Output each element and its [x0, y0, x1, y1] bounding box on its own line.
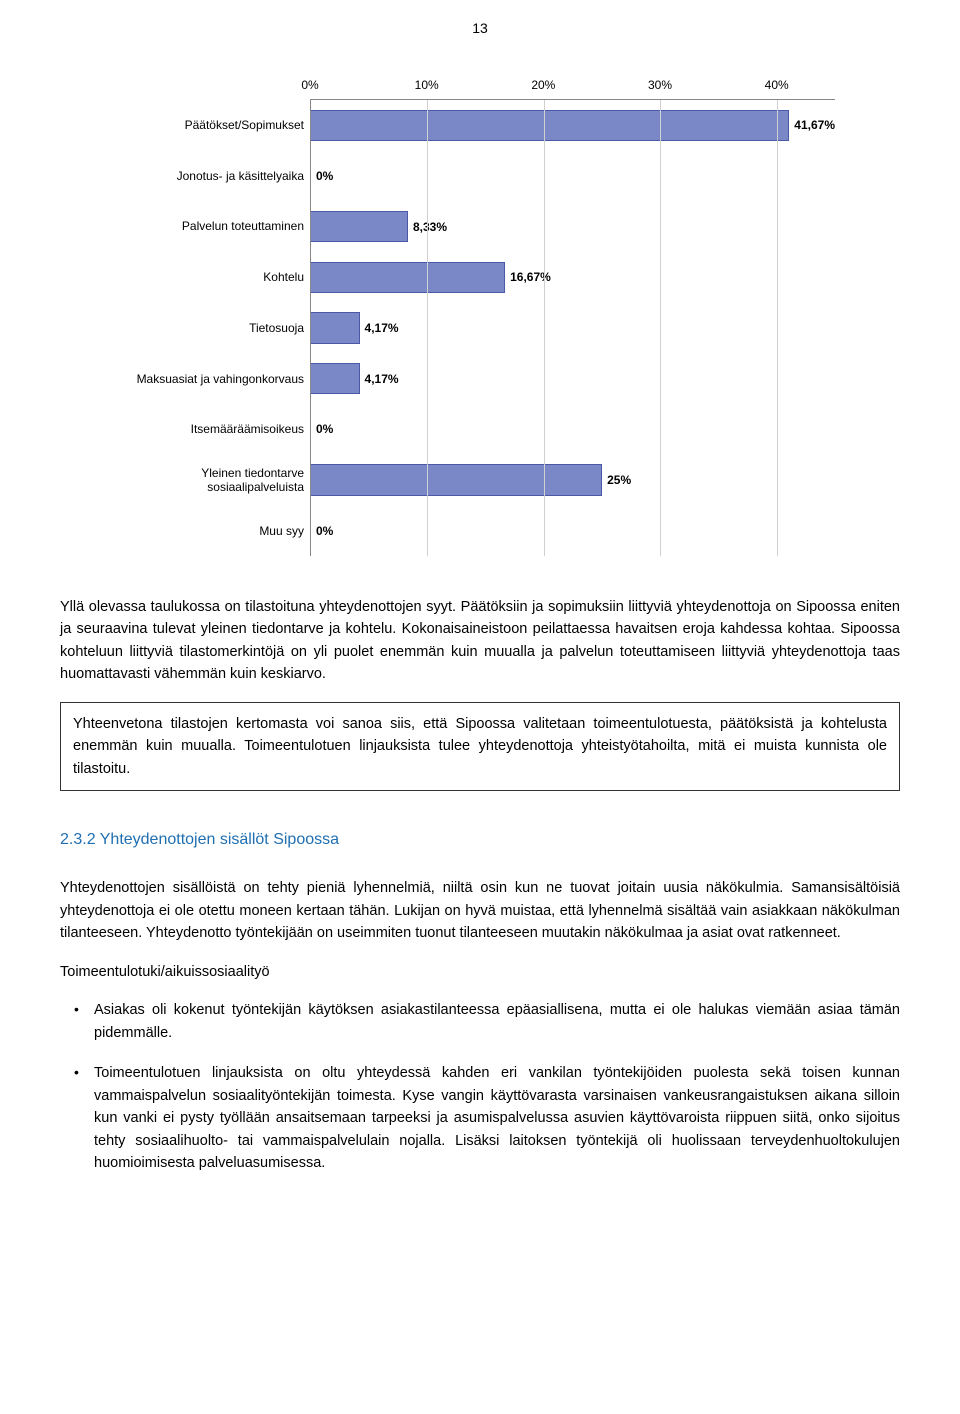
paragraph-section: Yhteydenottojen sisällöistä on tehty pie…	[60, 877, 900, 944]
page-number: 13	[60, 20, 900, 36]
summary-text: Yhteenvetona tilastojen kertomasta voi s…	[73, 713, 887, 780]
bar	[311, 110, 789, 141]
bar-value-label: 4,17%	[365, 321, 399, 335]
bar-row: 8,33%	[311, 201, 835, 252]
bar	[311, 363, 360, 394]
y-category-label: Kohtelu	[135, 252, 310, 303]
y-category-label: Palvelun toteuttaminen	[135, 201, 310, 252]
x-tick-label: 10%	[415, 78, 439, 92]
x-tick-label: 20%	[531, 78, 555, 92]
y-category-label: Muu syy	[135, 505, 310, 556]
y-category-label: Päätökset/Sopimukset	[135, 100, 310, 151]
bar-value-label: 0%	[316, 422, 333, 436]
bar-row: 4,17%	[311, 353, 835, 404]
x-axis: 0%10%20%30%40%	[310, 76, 835, 100]
summary-box: Yhteenvetona tilastojen kertomasta voi s…	[60, 702, 900, 791]
y-category-label: Maksuasiat ja vahingonkorvaus	[135, 353, 310, 404]
bar-row: 25%	[311, 455, 835, 506]
paragraph-intro: Yllä olevassa taulukossa on tilastoituna…	[60, 596, 900, 686]
bar-value-label: 41,67%	[794, 118, 835, 132]
bar	[311, 211, 408, 242]
x-tick-label: 40%	[765, 78, 789, 92]
y-category-label: Itsemääräämisoikeus	[135, 404, 310, 455]
bar-row: 41,67%	[311, 100, 835, 151]
bullet-list: Asiakas oli kokenut työntekijän käytökse…	[60, 999, 900, 1174]
bar-value-label: 0%	[316, 524, 333, 538]
list-item: Asiakas oli kokenut työntekijän käytökse…	[94, 999, 900, 1044]
y-category-label: Tietosuoja	[135, 303, 310, 354]
y-category-label: Yleinen tiedontarve sosiaalipalveluista	[135, 455, 310, 506]
bar	[311, 312, 360, 343]
x-tick-label: 0%	[301, 78, 318, 92]
bar-value-label: 25%	[607, 473, 631, 487]
y-category-label: Jonotus- ja käsittelyaika	[135, 151, 310, 202]
bar	[311, 464, 602, 495]
bar-value-label: 0%	[316, 169, 333, 183]
bar-value-label: 8,33%	[413, 220, 447, 234]
bar-row: 0%	[311, 505, 835, 556]
list-item: Toimeentulotuen linjauksista on oltu yht…	[94, 1062, 900, 1174]
plot-area: 41,67% 0% 8,33% 16,67% 4,17% 4,17% 0% 25% 0%	[310, 100, 835, 556]
bar-row: 0%	[311, 151, 835, 202]
bar-value-label: 4,17%	[365, 372, 399, 386]
bar-chart: Päätökset/SopimuksetJonotus- ja käsittel…	[135, 76, 835, 556]
bar-row: 0%	[311, 404, 835, 455]
subheading: Toimeentulotuki/aikuissosiaalityö	[60, 961, 900, 983]
bar	[311, 262, 505, 293]
bar-row: 16,67%	[311, 252, 835, 303]
bar-row: 4,17%	[311, 303, 835, 354]
section-heading: 2.3.2 Yhteydenottojen sisällöt Sipoossa	[60, 831, 900, 849]
x-tick-label: 30%	[648, 78, 672, 92]
